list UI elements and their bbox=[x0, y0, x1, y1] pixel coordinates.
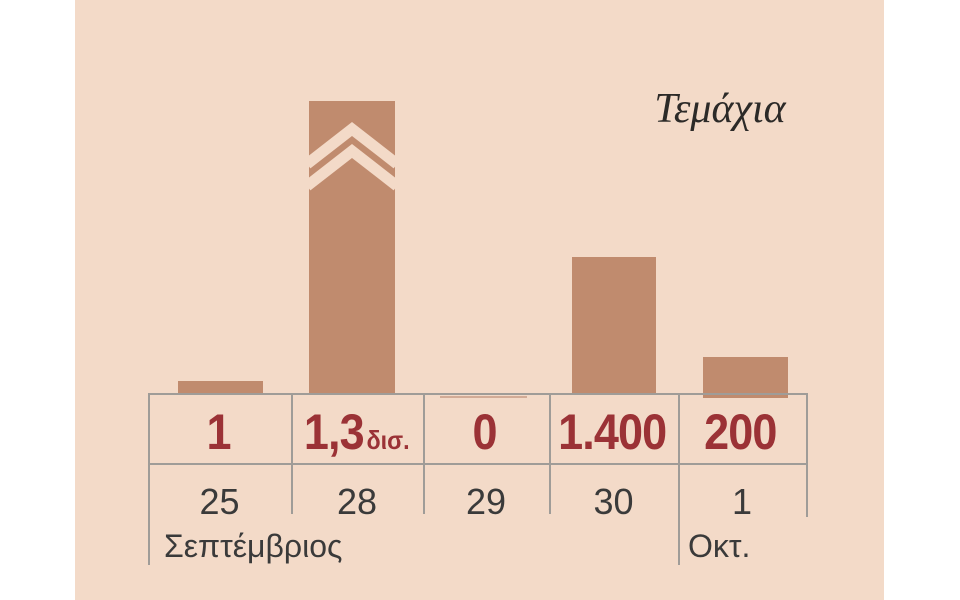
value-label: 0 bbox=[472, 404, 498, 460]
date-cell: 29 bbox=[465, 481, 507, 522]
value-cell-sep-30: 1.400 bbox=[549, 393, 678, 463]
value-cell-sep-25: 1 bbox=[148, 393, 291, 463]
value-label: 1 bbox=[206, 404, 231, 460]
table-divider-2 bbox=[423, 393, 425, 514]
date-cell: 1 bbox=[731, 481, 753, 522]
bar-sep-29-zero-line bbox=[440, 396, 527, 398]
month-label-september: Σεπτέμβριος bbox=[164, 528, 343, 564]
bar-oct-1 bbox=[703, 357, 788, 398]
value-label: 200 bbox=[704, 404, 777, 460]
table-border-left bbox=[148, 393, 150, 565]
table-border-middle bbox=[148, 463, 808, 465]
month-label-october: Οκτ. bbox=[688, 528, 751, 564]
value-cell-sep-28: 1,3 δισ. bbox=[291, 393, 423, 463]
table-divider-3 bbox=[549, 393, 551, 514]
chart-title: Τεμάχια bbox=[654, 86, 786, 132]
value-cell-oct-1: 200 bbox=[678, 393, 806, 463]
date-cell: 25 bbox=[199, 481, 240, 522]
bar-sep-28 bbox=[303, 101, 401, 393]
broken-bar-graphic bbox=[303, 101, 401, 393]
date-cell: 30 bbox=[593, 481, 634, 522]
axis-break-icon bbox=[303, 122, 401, 191]
value-label: 1.400 bbox=[558, 404, 667, 460]
table-border-right bbox=[806, 393, 808, 517]
value-suffix: δισ. bbox=[366, 425, 410, 455]
value-label: 1,3 bbox=[304, 404, 365, 460]
table-border-top bbox=[148, 393, 808, 395]
table-divider-4 bbox=[678, 393, 680, 565]
date-row: 25 28 29 30 1 bbox=[148, 463, 808, 522]
chart-background-panel bbox=[75, 0, 884, 600]
value-cell-sep-29: 0 bbox=[423, 393, 549, 463]
bar-sep-30 bbox=[572, 257, 656, 393]
table-divider-1 bbox=[291, 393, 293, 514]
date-cell: 28 bbox=[336, 481, 378, 522]
bar-sep-25 bbox=[178, 381, 263, 393]
value-row: 1 1,3 δισ. 0 1.400 200 bbox=[148, 393, 808, 463]
